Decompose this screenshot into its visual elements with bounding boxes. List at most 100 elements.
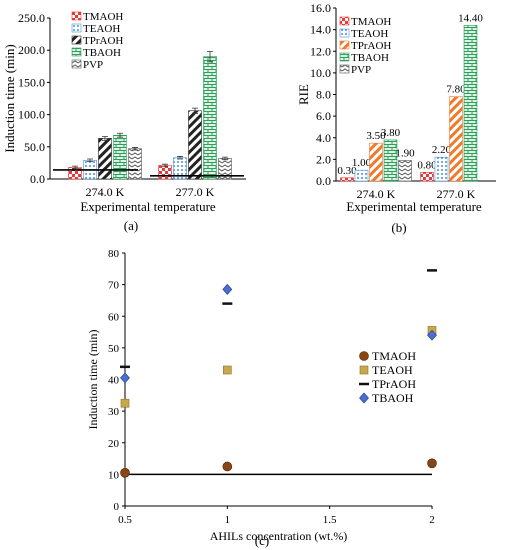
legend-swatch-teaoh [71, 23, 82, 33]
y-tick-label: 80 [108, 248, 120, 260]
y-tick-label: 100.0 [18, 108, 45, 122]
y-tick-label: 12.0 [310, 44, 331, 58]
bar-tpraoh [98, 138, 112, 180]
y-tick-label: 30 [108, 406, 120, 418]
y-tick-label: 16.0 [310, 1, 331, 15]
legend-label: TMAOH [372, 349, 416, 363]
bar-teaoh [354, 169, 369, 182]
y-tick-label: 8.0 [316, 88, 331, 102]
y-tick-label: 10 [108, 469, 120, 481]
bar-pvp [128, 148, 142, 180]
bar-tbaoh [383, 139, 398, 182]
y-tick-label: 6.0 [316, 109, 331, 123]
x-tick-label: 1.5 [323, 514, 337, 526]
y-tick-label: 50.0 [24, 140, 45, 154]
y-axis-label: RIE [296, 84, 311, 105]
y-tick-label: 0.0 [30, 172, 45, 186]
legend-swatch-pvp [339, 64, 350, 74]
x-tick-label: 1 [225, 514, 231, 526]
error-bar [117, 132, 123, 138]
y-tick-label: 150.0 [18, 75, 45, 89]
error-bar [87, 158, 93, 163]
legend-label: PVP [351, 64, 371, 76]
legend-label: TPrAOH [372, 377, 416, 391]
point-tbaoh [222, 283, 233, 295]
x-tick-label: 2 [429, 514, 435, 526]
point-tmaoh [120, 467, 130, 478]
bar-tmaoh [340, 177, 354, 182]
y-axis-label: Induction time (min) [2, 44, 17, 152]
point-tbaoh [120, 372, 130, 384]
data-label: 2.20 [432, 144, 452, 156]
bar-tmaoh [158, 165, 172, 180]
x-tick-label: 277.0 K [437, 187, 476, 201]
point-tmaoh [222, 461, 233, 472]
x-tick-label: 274.0 K [86, 185, 125, 199]
y-tick-label: 250.0 [18, 11, 45, 25]
y-tick-label: 2.0 [316, 152, 331, 166]
bar-tbaoh [203, 56, 217, 180]
legend-swatch-pvp [71, 59, 82, 69]
y-tick-label: 200.0 [18, 43, 45, 57]
error-bar [177, 156, 183, 160]
data-label: 3.80 [381, 127, 401, 139]
x-tick-label: 274.0 K [357, 187, 396, 201]
chart-panel-c: 0 10 20 30 40 50 60 70 80 0.5 1 1.5 2 TMAOHTEAOHTPrAO… [86, 248, 437, 548]
y-tick-label: 0 [114, 501, 120, 513]
data-label: 0.30 [337, 165, 357, 177]
data-label: 7.80 [446, 84, 466, 96]
chart-panel-a: 0.0 50.0 100.0 150.0 200.0 250.0 274.0 K 277.0 … [2, 11, 246, 233]
point-teaoh [223, 365, 232, 375]
legend-label: TMAOH [351, 16, 391, 28]
y-axis-label: Induction time (min) [86, 330, 100, 430]
panel-label: (b) [391, 220, 406, 235]
error-bar [132, 147, 138, 151]
bar-pvp [398, 160, 412, 182]
legend-label: TMAOH [83, 11, 123, 23]
bar-tpraoh [369, 142, 383, 182]
y-tick-label: 70 [108, 280, 120, 292]
point-tbaoh [427, 329, 437, 341]
legend-marker-tmaoh [359, 351, 369, 361]
data-label: 1.00 [352, 157, 372, 169]
bar-tbaoh [463, 24, 478, 182]
data-label: 14.40 [458, 12, 483, 24]
y-tick-label: 20 [108, 438, 120, 450]
point-teaoh [120, 398, 130, 408]
legend-swatch-tmaoh [71, 11, 82, 21]
bar-tpraoh [188, 110, 202, 180]
error-bar [72, 165, 78, 170]
legend-marker-teaoh [359, 365, 369, 375]
chart-panel-b: 0.0 2.0 4.0 6.0 8.0 10.0 12.0 14.0 16.0 274.0 K 27… [296, 1, 496, 235]
legend-marker-tbaoh [359, 392, 369, 404]
y-tick-label: 4.0 [316, 131, 331, 145]
y-tick-label: 0.0 [316, 174, 331, 188]
x-axis-label: AHILs concentration (wt.%) [210, 529, 348, 543]
bar-tmaoh [68, 167, 82, 180]
error-bar [192, 107, 198, 114]
legend-swatch-teaoh [339, 28, 350, 38]
error-bar [207, 51, 213, 63]
legend-swatch-tbaoh [339, 52, 350, 62]
legend-swatch-tpraoh [71, 35, 82, 45]
x-tick-label: 277.0 K [176, 185, 215, 199]
bar-teaoh [434, 156, 449, 182]
data-label: 1.90 [395, 147, 415, 159]
data-label: 3.50 [366, 130, 386, 142]
legend-label: PVP [83, 59, 103, 71]
error-bar [102, 136, 108, 141]
x-tick-label: 0.5 [118, 514, 132, 526]
legend-swatch-tmaoh [339, 16, 350, 26]
legend-label: TBAOH [372, 391, 414, 405]
legend-swatch-tpraoh [339, 40, 350, 50]
y-tick-label: 60 [108, 311, 120, 323]
legend-label: TBAOH [83, 47, 121, 59]
y-tick-label: 50 [108, 343, 120, 355]
legend-label: TPrAOH [83, 35, 123, 47]
bar-tpraoh [449, 96, 463, 182]
error-bar [162, 163, 168, 168]
legend-label: TEAOH [83, 23, 120, 35]
legend-label: TBAOH [351, 52, 389, 64]
panel-label: (c) [255, 533, 269, 548]
